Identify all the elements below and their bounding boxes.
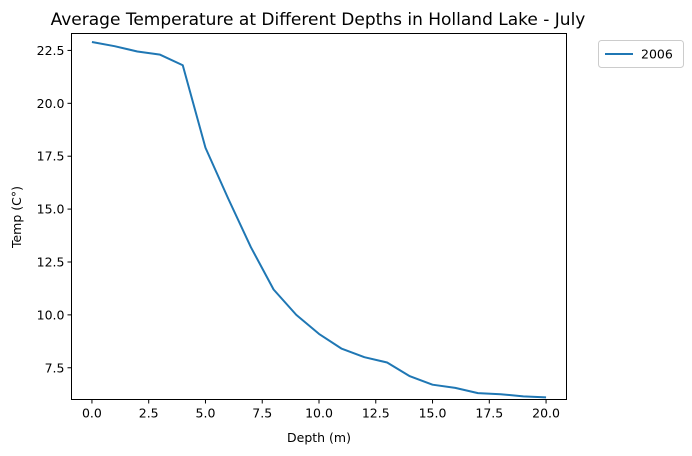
x-tick-label: 5.0	[196, 406, 216, 421]
series-line-2006	[91, 40, 547, 399]
y-axis-label: Temp (C°)	[9, 186, 24, 249]
series-lines	[91, 40, 547, 399]
y-axis-ticks: 7.5 10.0 12.5 15.0 17.5 20.0 22.5	[37, 43, 72, 375]
plot-area: 0.0 2.5 5.0 7.5 10.0 12.5 15.0 17.5 20.0 7.5 10.0…	[37, 33, 567, 421]
legend-box	[598, 40, 684, 68]
x-tick-label: 15.0	[419, 406, 447, 421]
x-tick-label: 10.0	[305, 406, 333, 421]
x-tick-label: 20.0	[532, 406, 560, 421]
y-tick-label: 22.5	[37, 43, 65, 58]
x-tick-label: 2.5	[139, 406, 159, 421]
y-tick-label: 12.5	[37, 254, 65, 269]
x-tick-label: 12.5	[362, 406, 390, 421]
plot-frame	[71, 33, 567, 400]
y-tick-label: 20.0	[37, 96, 65, 111]
y-tick-label: 17.5	[37, 149, 65, 164]
y-tick-label: 10.0	[37, 307, 65, 322]
x-tick-label: 0.0	[82, 406, 102, 421]
x-tick-label: 17.5	[475, 406, 503, 421]
y-tick-label: 7.5	[45, 360, 65, 375]
x-axis-label: Depth (m)	[287, 430, 351, 445]
x-tick-label: 7.5	[252, 406, 272, 421]
y-tick-label: 15.0	[37, 202, 65, 217]
legend: 2006	[598, 40, 684, 68]
legend-label-2006: 2006	[641, 47, 673, 62]
x-axis-ticks: 0.0 2.5 5.0 7.5 10.0 12.5 15.0 17.5 20.0	[82, 399, 560, 421]
chart-title: Average Temperature at Different Depths …	[51, 10, 586, 30]
